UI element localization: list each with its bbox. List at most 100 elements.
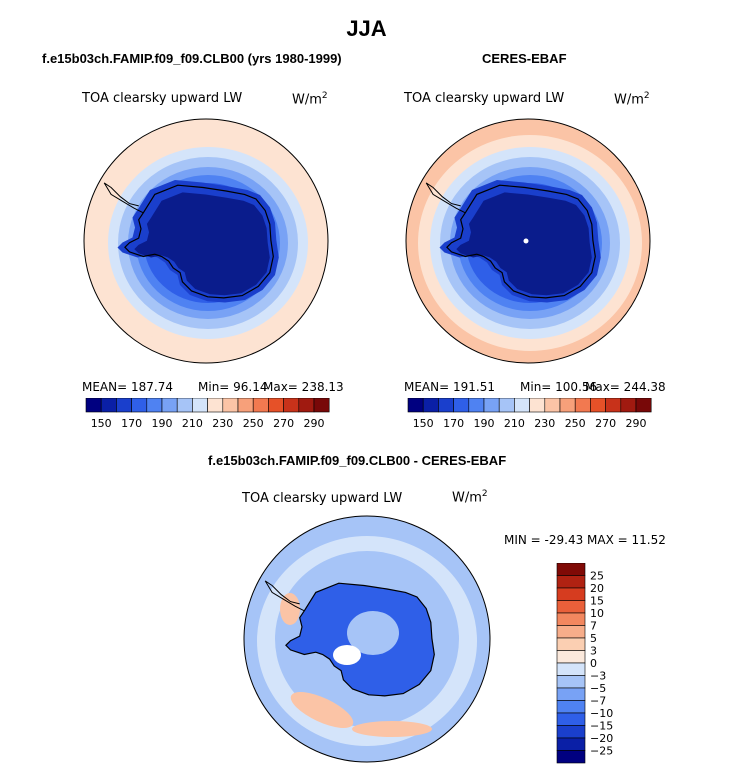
panel2-units: W/m2 xyxy=(614,91,650,108)
panel3-polar-map xyxy=(243,515,491,763)
panel1-peninsula-coastline xyxy=(103,182,144,214)
panel1-antarctica-coastline xyxy=(124,184,274,299)
panel3-units: W/m2 xyxy=(452,489,488,506)
diff-colorbar-tick-2: 15 xyxy=(590,595,604,608)
diff-colorbar-box-15 xyxy=(556,750,586,764)
diff-colorbar-tick-4: 7 xyxy=(590,620,597,633)
panel1-plateau-band xyxy=(134,192,270,296)
panel3-minmax: MIN = -29.43 MAX = 11.52 xyxy=(504,533,666,547)
panel2-peninsula-coastline xyxy=(425,182,466,214)
diff-colorbar-box-0 xyxy=(556,563,586,576)
diff-colorbar-box-3 xyxy=(556,600,586,614)
diff-colorbar-box-7 xyxy=(556,650,586,664)
diff-colorbar-box-8 xyxy=(556,662,586,676)
panel2-plateau-band xyxy=(456,192,592,296)
panel1-colorbar-tick-270: 270 xyxy=(273,417,294,430)
panel2-colorbar-tick-290: 290 xyxy=(626,417,647,430)
panel2-pole-marker xyxy=(523,238,529,244)
panel2-mean: MEAN= 191.51 xyxy=(404,380,495,394)
panel1-colorbar: 150 170 190 210 230 250 270 290 xyxy=(85,398,330,430)
diff-warm-patch-north xyxy=(280,593,300,625)
panel2-map-border xyxy=(405,118,651,364)
panel2-colorbar: 150 170 190 210 230 250 270 290 xyxy=(407,398,652,430)
panel2-colorbar-box-13 xyxy=(605,398,622,413)
panel1-colorbar-tick-230: 230 xyxy=(212,417,233,430)
panel2-max: Max= 244.38 xyxy=(585,380,666,394)
panel2-colorbar-tick-250: 250 xyxy=(565,417,586,430)
diff-colorbar-box-14 xyxy=(556,737,586,751)
diff-colorbar-tick-8: −3 xyxy=(590,670,606,683)
diff-colorbar-tick-12: −15 xyxy=(590,720,613,733)
panel1-colorbar-box-1 xyxy=(100,398,117,413)
panel2-colorbar-box-4 xyxy=(468,398,485,413)
panel2-colorbar-box-5 xyxy=(483,398,500,413)
panel2-min: Min= 100.56 xyxy=(520,380,598,394)
panel1-units: W/m2 xyxy=(292,91,328,108)
panel1-colorbar-box-2 xyxy=(116,398,132,413)
panel2-colorbar-box-8 xyxy=(529,398,546,413)
panel1-colorbar-box-7 xyxy=(192,398,208,413)
panel2-colorbar-box-1 xyxy=(422,398,439,413)
diff-colorbar-box-1 xyxy=(556,575,586,589)
panel1-colorbar-box-11 xyxy=(252,398,269,413)
panel1-colorbar-box-0 xyxy=(85,398,102,413)
panel1-colorbar-box-5 xyxy=(161,398,178,413)
diff-colorbar-tick-14: −25 xyxy=(590,745,613,758)
panel1-colorbar-box-4 xyxy=(146,398,163,413)
panel1-colorbar-tick-190: 190 xyxy=(152,417,173,430)
panel1-colorbar-tick-210: 210 xyxy=(182,417,203,430)
panel3-title: f.e15b03ch.FAMIP.f09_f09.CLB00 - CERES-E… xyxy=(208,453,507,468)
panel1-field-label: TOA clearsky upward LW xyxy=(82,91,243,106)
diff-colorbar-tick-7: 0 xyxy=(590,657,597,670)
panel2-colorbar-box-6 xyxy=(498,398,515,413)
diff-antarctica-coastline xyxy=(285,582,435,697)
panel2-colorbar-box-15 xyxy=(635,398,652,413)
panel2-colorbar-tick-150: 150 xyxy=(413,417,434,430)
panel1-colorbar-box-15 xyxy=(313,398,330,413)
panel2-colorbar-box-14 xyxy=(620,398,637,413)
diff-colorbar-box-13 xyxy=(556,725,586,739)
diff-colorbar-tick-0: 25 xyxy=(590,570,604,583)
panel2-colorbar-tick-170: 170 xyxy=(443,417,464,430)
panel2-colorbar-box-0 xyxy=(407,398,424,413)
panel1-colorbar-tick-290: 290 xyxy=(304,417,325,430)
panel2-colorbar-tick-190: 190 xyxy=(474,417,495,430)
panel1-min: Min= 96.14 xyxy=(198,380,268,394)
panel1-max: Max= 238.13 xyxy=(263,380,344,394)
panel2-colorbar-box-3 xyxy=(453,398,470,413)
panel2-polar-map xyxy=(405,118,651,364)
panel1-colorbar-tick-250: 250 xyxy=(243,417,264,430)
diff-colorbar-box-10 xyxy=(556,687,586,701)
panel1-colorbar-box-3 xyxy=(131,398,148,413)
diff-colorbar-tick-5: 5 xyxy=(590,632,597,645)
diff-colorbar-tick-9: −5 xyxy=(590,682,606,695)
diff-peninsula-coastline xyxy=(264,580,305,612)
panel1-colorbar-box-13 xyxy=(283,398,300,413)
diff-map-border xyxy=(243,515,491,763)
diff-colorbar-box-9 xyxy=(556,675,586,689)
panel1-polar-map xyxy=(83,118,329,364)
diff-colorbar-box-6 xyxy=(556,637,586,651)
panel2-field-label: TOA clearsky upward LW xyxy=(404,91,565,106)
panel1-colorbar-box-14 xyxy=(298,398,315,413)
panel1-mean: MEAN= 187.74 xyxy=(82,380,173,394)
diff-colorbar-box-5 xyxy=(556,625,586,639)
panel1-colorbar-tick-170: 170 xyxy=(121,417,142,430)
panel3-field-label: TOA clearsky upward LW xyxy=(242,491,403,506)
panel2-colorbar-box-7 xyxy=(514,398,530,413)
diff-colorbar-box-11 xyxy=(556,700,586,714)
panel1-colorbar-box-6 xyxy=(176,398,193,413)
panel2-colorbar-tick-230: 230 xyxy=(534,417,555,430)
panel1-map-border xyxy=(83,118,329,364)
diff-colorbar-tick-10: −7 xyxy=(590,695,606,708)
panel1-colorbar-tick-150: 150 xyxy=(91,417,112,430)
panel1-colorbar-box-10 xyxy=(237,398,254,413)
panel2-colorbar-box-2 xyxy=(438,398,454,413)
panel2-colorbar-box-9 xyxy=(544,398,561,413)
diff-warm-patch-south xyxy=(352,721,432,737)
panel1-colorbar-box-12 xyxy=(268,398,284,413)
panel2-colorbar-tick-270: 270 xyxy=(595,417,616,430)
panel2-colorbar-box-11 xyxy=(574,398,591,413)
panel2-colorbar-box-12 xyxy=(590,398,606,413)
